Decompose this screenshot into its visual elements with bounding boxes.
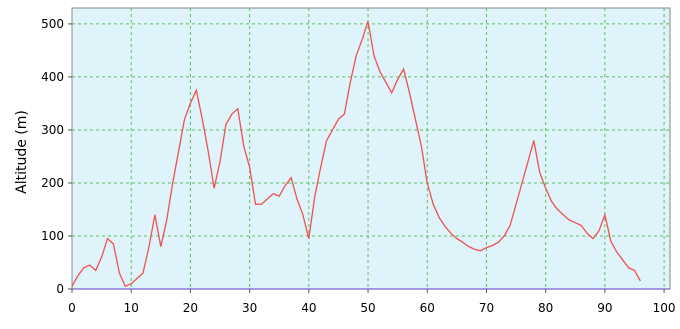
- y-tick-label-2: 200: [41, 176, 64, 190]
- y-tick-label-5: 500: [41, 17, 64, 31]
- x-tick-label-0: 0: [68, 301, 76, 315]
- x-tick-label-4: 40: [301, 301, 316, 315]
- x-axis-ticks: 0 10 20 30 40 50 60 70 80 90 100: [68, 289, 676, 315]
- x-tick-label-8: 80: [538, 301, 553, 315]
- y-tick-label-4: 400: [41, 70, 64, 84]
- x-tick-label-7: 70: [479, 301, 494, 315]
- altitude-series-line: [71, 21, 641, 288]
- y-axis-title: Altitude (m): [14, 110, 30, 194]
- x-tick-label-10: 100: [653, 301, 676, 315]
- y-tick-label-0: 0: [56, 282, 64, 296]
- x-tick-label-1: 10: [124, 301, 139, 315]
- x-tick-label-9: 90: [597, 301, 612, 315]
- y-tick-label-1: 100: [41, 229, 64, 243]
- plot-area: [71, 7, 671, 290]
- x-tick-label-3: 30: [242, 301, 257, 315]
- x-tick-label-5: 50: [360, 301, 375, 315]
- y-axis-ticks: 0 100 200 300 400 500: [41, 17, 72, 296]
- y-tick-label-3: 300: [41, 123, 64, 137]
- x-tick-label-2: 20: [183, 301, 198, 315]
- grid-lines: [72, 8, 670, 289]
- x-tick-label-6: 60: [420, 301, 435, 315]
